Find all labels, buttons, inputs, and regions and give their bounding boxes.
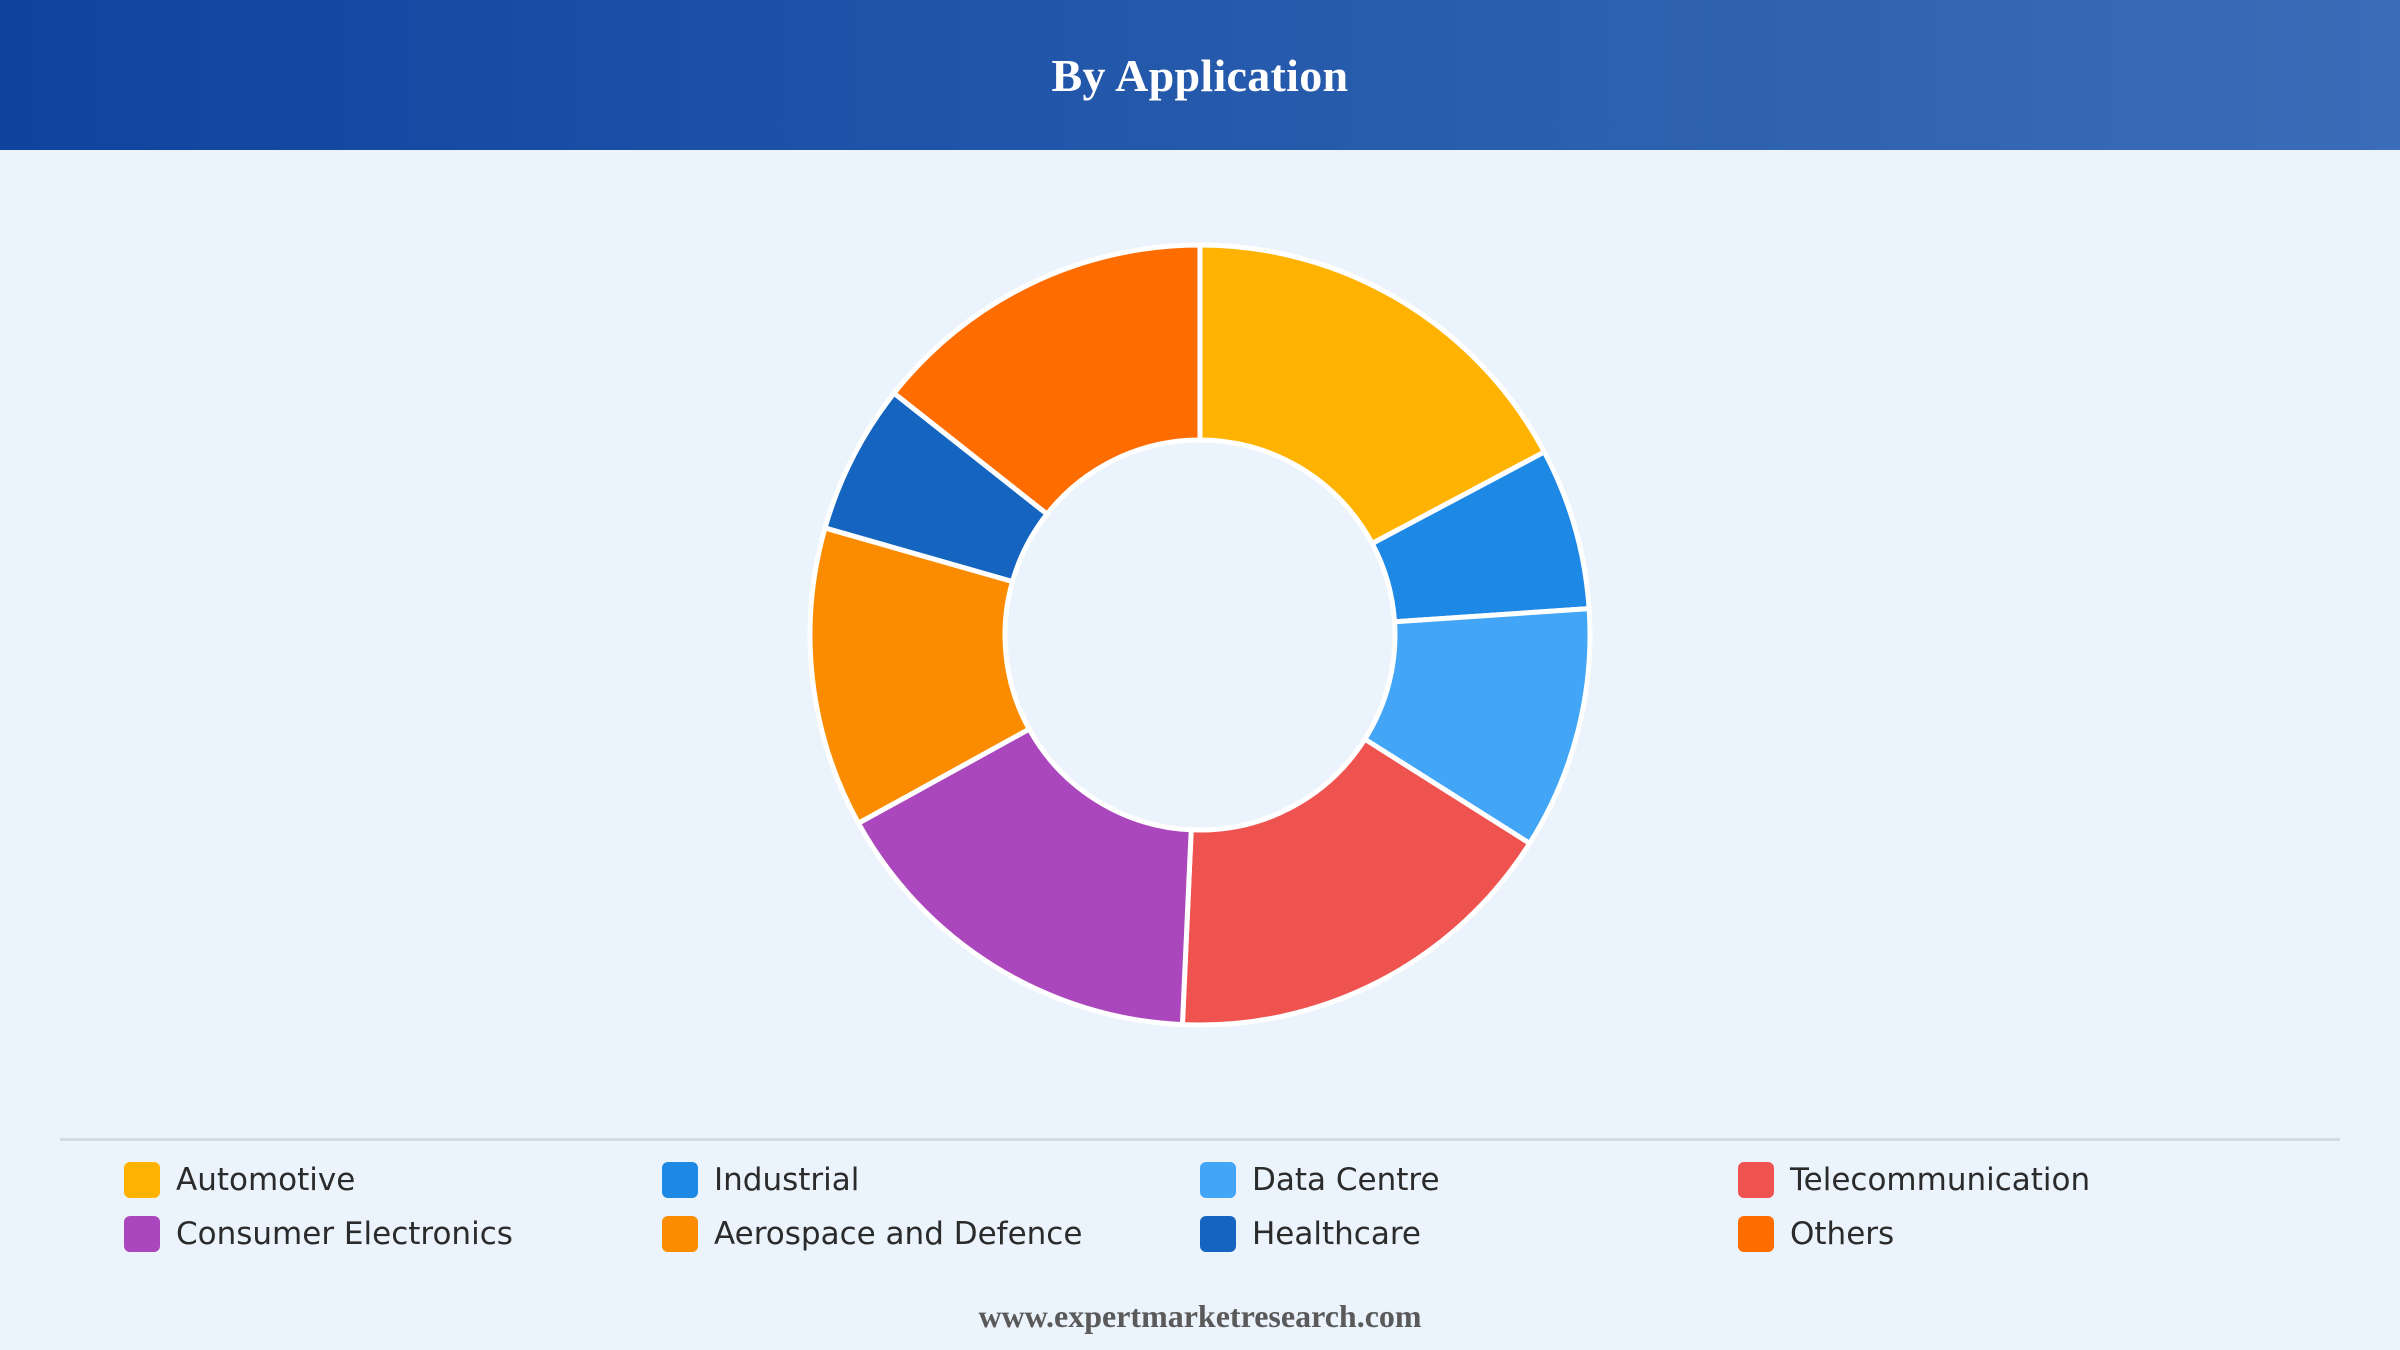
- legend-label: Industrial: [714, 1162, 860, 1198]
- legend-item-healthcare: Healthcare: [1200, 1207, 1738, 1261]
- slice-aerospace-and-defence: [807, 525, 1032, 826]
- legend-item-aerospace-and-defence: Aerospace and Defence: [662, 1207, 1200, 1261]
- donut-chart: [807, 242, 1593, 1028]
- legend-swatch: [1200, 1162, 1236, 1198]
- legend-label: Telecommunication: [1790, 1162, 2091, 1198]
- legend-swatch: [662, 1162, 698, 1198]
- legend-item-data-centre: Data Centre: [1200, 1153, 1738, 1207]
- legend-item-consumer-electronics: Consumer Electronics: [124, 1207, 662, 1261]
- slice-others: [891, 242, 1203, 517]
- legend-item-automotive: Automotive: [124, 1153, 662, 1207]
- legend-item-telecommunication: Telecommunication: [1738, 1153, 2276, 1207]
- slice-automotive: [1197, 242, 1547, 546]
- legend-swatch: [124, 1216, 160, 1252]
- legend-swatch: [1200, 1216, 1236, 1252]
- chart-title: By Application: [1051, 49, 1349, 101]
- source-footer: www.expertmarketresearch.com: [978, 1298, 1422, 1334]
- header-banner: By Application: [0, 0, 2400, 150]
- legend-item-industrial: Industrial: [662, 1153, 1200, 1207]
- slice-consumer-electronics: [855, 726, 1194, 1028]
- legend-label: Others: [1790, 1216, 1895, 1252]
- legend-swatch: [1738, 1216, 1774, 1252]
- legend-label: Data Centre: [1252, 1162, 1440, 1198]
- legend-label: Healthcare: [1252, 1216, 1421, 1252]
- legend-label: Consumer Electronics: [176, 1216, 513, 1252]
- legend-swatch: [662, 1216, 698, 1252]
- legend-divider: [60, 1138, 2340, 1141]
- chart-legend: Automotive Industrial Data Centre Teleco…: [124, 1153, 2304, 1261]
- legend-swatch: [124, 1162, 160, 1198]
- legend-label: Automotive: [176, 1162, 356, 1198]
- legend-swatch: [1738, 1162, 1774, 1198]
- legend-item-others: Others: [1738, 1207, 2276, 1261]
- slice-telecommunication: [1179, 736, 1533, 1028]
- legend-label: Aerospace and Defence: [714, 1216, 1083, 1252]
